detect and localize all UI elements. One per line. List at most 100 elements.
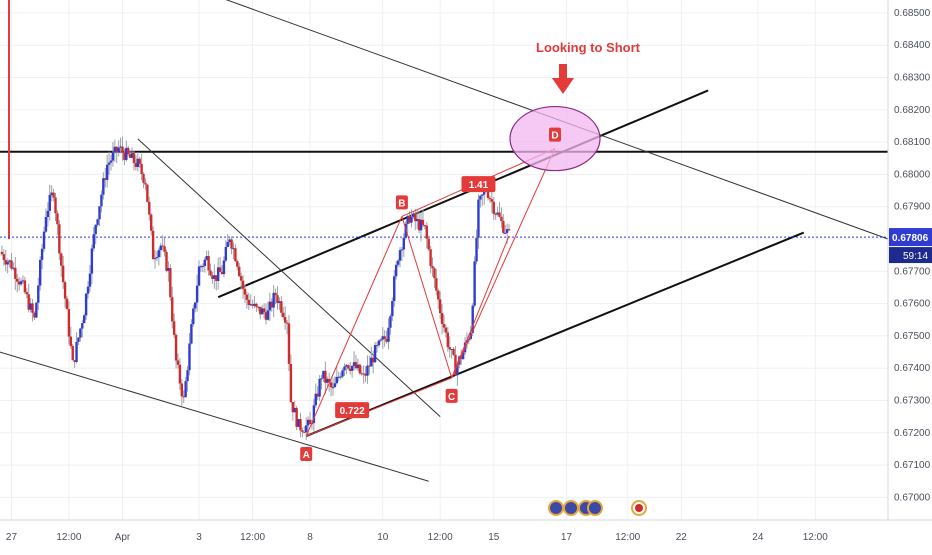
candle-body <box>312 405 316 424</box>
candle-body <box>226 242 229 248</box>
candle-body <box>383 336 386 340</box>
candle-body <box>21 280 25 282</box>
candle-body <box>27 294 30 310</box>
candle-body <box>190 324 193 344</box>
candle-body <box>343 366 346 371</box>
candle-body <box>297 419 300 427</box>
candle-body <box>373 345 377 363</box>
candle-body <box>148 201 151 215</box>
y-tick-label: 0.68400 <box>894 40 931 51</box>
candle-body <box>67 309 71 337</box>
candle-body <box>262 308 266 313</box>
candle-body <box>182 396 185 398</box>
economic-event-icon[interactable] <box>587 500 603 516</box>
countdown-value: 59:14 <box>903 251 928 262</box>
candle-body <box>377 340 381 346</box>
candle-body <box>438 299 442 314</box>
candle-body <box>79 328 82 338</box>
candle-body <box>498 212 501 217</box>
pattern-point-label: D <box>551 131 558 142</box>
candle-body <box>461 352 465 360</box>
candle-body <box>291 402 295 413</box>
candle-body <box>201 266 205 268</box>
event-markers[interactable] <box>548 500 647 516</box>
candle-body <box>171 297 174 322</box>
candle-body <box>184 381 187 397</box>
candle-body <box>195 285 199 303</box>
economic-event-icon[interactable] <box>548 500 564 516</box>
candle-body <box>63 282 67 299</box>
candle-body <box>109 160 113 163</box>
x-tick-label: 12:00 <box>615 532 640 543</box>
candle-body <box>502 220 505 233</box>
candle-body <box>505 229 509 233</box>
candle-body <box>105 164 109 180</box>
x-tick-label: 12:00 <box>56 532 81 543</box>
candle-body <box>326 378 329 383</box>
pattern-point-b: B <box>395 195 408 210</box>
candle-body <box>396 260 400 265</box>
candle-body <box>416 219 419 222</box>
candle-body <box>0 251 4 255</box>
candle-body <box>245 294 249 300</box>
candle-body <box>140 163 143 174</box>
candle-body <box>371 357 375 363</box>
candle-body <box>349 368 352 371</box>
candle-body <box>186 370 189 382</box>
candle-body <box>452 349 455 355</box>
candle-body <box>320 378 323 380</box>
candle-body <box>86 286 90 294</box>
candle-body <box>197 266 201 286</box>
candle-body <box>454 354 457 376</box>
candle-body <box>327 378 331 383</box>
y-tick-label: 0.67400 <box>894 363 931 374</box>
candle-body <box>48 195 51 211</box>
candle-body <box>151 230 155 260</box>
candle-body <box>301 430 304 432</box>
trend-line-lower-channel <box>305 231 805 437</box>
candle-body <box>241 280 245 289</box>
candle-body <box>136 158 139 167</box>
y-tick-label: 0.67900 <box>894 202 931 213</box>
candle-body <box>52 192 55 198</box>
candle-body <box>169 268 172 298</box>
trend-line-diagonal <box>137 138 441 418</box>
candle-body <box>130 153 134 158</box>
candle-body <box>224 247 228 261</box>
candle-body <box>46 210 50 217</box>
candle-body <box>134 163 138 167</box>
candle-body <box>203 259 206 267</box>
candlesticks <box>0 136 511 441</box>
x-tick-label: 8 <box>307 532 313 543</box>
pattern-point-label: C <box>448 392 455 403</box>
x-tick-label: 12:00 <box>240 532 265 543</box>
candle-body <box>8 260 11 262</box>
candle-body <box>331 387 335 389</box>
candle-body <box>324 370 327 383</box>
candle-body <box>303 431 306 433</box>
candle-body <box>314 393 317 406</box>
candle-body <box>264 312 268 320</box>
candle-body <box>253 303 256 306</box>
candle-body <box>496 212 499 215</box>
y-tick-label: 0.67300 <box>894 395 931 406</box>
candle-body <box>316 393 319 397</box>
economic-event-icon[interactable] <box>563 500 579 516</box>
candle-body <box>192 308 195 325</box>
candle-body <box>96 219 99 225</box>
candle-body <box>350 365 354 371</box>
candle-body <box>494 213 497 215</box>
candle-body <box>427 238 430 250</box>
candle-body <box>58 224 61 254</box>
candle-body <box>295 408 298 427</box>
pattern-leg-cd <box>451 148 556 379</box>
candle-body <box>165 251 168 271</box>
candle-body <box>419 219 423 231</box>
candle-body <box>211 275 214 279</box>
candle-body <box>75 341 78 362</box>
candle-body <box>440 313 444 324</box>
pattern-point-label: B <box>398 198 405 209</box>
candle-body <box>360 373 363 375</box>
candle-body <box>299 419 302 431</box>
y-tick-label: 0.67500 <box>894 331 931 342</box>
